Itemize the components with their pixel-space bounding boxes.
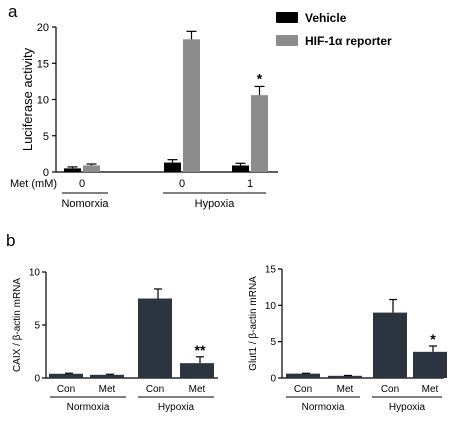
bar-b2-0 bbox=[286, 373, 320, 378]
y-tick-label-b2-1: 5 bbox=[270, 337, 276, 348]
y-tick-label-a-3: 15 bbox=[37, 58, 49, 70]
chart-a-luciferase: 0 5 10 15 20 Luciferase activity 0 0 1 Met (mM) * N… bbox=[10, 11, 392, 210]
y-tick-label-a-0: 0 bbox=[43, 167, 49, 179]
x-tick-label-b2-2: Con bbox=[381, 384, 399, 395]
bar-b1-0 bbox=[49, 373, 83, 378]
y-tick-label-b1-0: 0 bbox=[34, 374, 40, 385]
y-tick-label-a-4: 20 bbox=[37, 22, 49, 34]
group-label-b2-0: Normoxia bbox=[302, 402, 345, 413]
group-label-b1-1: Hypoxia bbox=[158, 402, 195, 413]
y-tick-label-b1-1: 5 bbox=[34, 321, 40, 332]
annotation-b1-0: ** bbox=[195, 342, 206, 358]
y-axis-title-b2: Glut1 / β-actin mRNA bbox=[248, 276, 259, 371]
chart-b-caix: 0 5 10 CAIX / β-actin mRNA Con Met Con Met ** Nor… bbox=[12, 268, 218, 413]
x-tick-label-a-1: 0 bbox=[179, 178, 185, 190]
bar-a-0-1 bbox=[164, 162, 181, 172]
y-axis-title-b1: CAIX / β-actin mRNA bbox=[12, 278, 23, 372]
bar-a-0-0 bbox=[64, 168, 81, 172]
y-tick-label-b2-3: 15 bbox=[265, 265, 277, 276]
x-tick-label-b1-1: Met bbox=[99, 384, 116, 395]
bar-a-0-2 bbox=[232, 165, 249, 172]
bar-a-1-1 bbox=[183, 39, 200, 173]
y-axis-title-a: Luciferase activity bbox=[20, 47, 35, 151]
bar-b1-1 bbox=[90, 374, 124, 378]
y-tick-label-b2-2: 10 bbox=[265, 301, 277, 312]
x-tick-label-b1-0: Con bbox=[57, 384, 75, 395]
chart-b-glut1: 0 5 10 15 Glut1 / β-actin mRNA Con Met Con Met * N… bbox=[248, 265, 447, 413]
bar-b2-1 bbox=[328, 375, 362, 378]
legend-swatch-a-1 bbox=[276, 35, 298, 46]
bar-b1-3 bbox=[180, 363, 214, 378]
group-label-a-0: Nomorxia bbox=[61, 198, 109, 210]
panel-b-label: b bbox=[6, 231, 15, 250]
x-tick-label-b1-2: Con bbox=[146, 384, 164, 395]
y-tick-label-a-2: 10 bbox=[37, 95, 49, 107]
bar-b1-2 bbox=[138, 298, 172, 378]
bar-b2-2 bbox=[373, 312, 407, 378]
bar-b2-3 bbox=[413, 351, 447, 378]
legend-label-a-0: Vehicle bbox=[305, 11, 347, 25]
x-tick-label-a-2: 1 bbox=[247, 178, 253, 190]
annotation-a-0: * bbox=[257, 70, 263, 86]
panel-a-label: a bbox=[8, 2, 18, 21]
y-tick-label-b2-0: 0 bbox=[270, 374, 276, 385]
x-tick-label-b2-3: Met bbox=[422, 384, 439, 395]
y-tick-label-b1-2: 10 bbox=[29, 268, 41, 279]
group-label-b2-1: Hypoxia bbox=[389, 402, 426, 413]
legend-swatch-a-0 bbox=[276, 12, 298, 23]
x-tick-label-b2-0: Con bbox=[294, 384, 312, 395]
group-label-b1-0: Normoxia bbox=[67, 402, 110, 413]
x-row-label-a: Met (mM) bbox=[10, 178, 57, 190]
group-label-a-1: Hypoxia bbox=[195, 198, 236, 210]
x-tick-label-a-0: 0 bbox=[79, 178, 85, 190]
x-tick-label-b1-3: Met bbox=[189, 384, 206, 395]
y-tick-label-a-1: 5 bbox=[43, 131, 49, 143]
bar-a-1-2 bbox=[251, 95, 268, 172]
legend-label-a-1: HIF-1α reporter bbox=[305, 34, 392, 48]
annotation-b2-0: * bbox=[430, 331, 436, 347]
bar-a-1-0 bbox=[83, 165, 100, 172]
x-tick-label-b2-1: Met bbox=[337, 384, 354, 395]
